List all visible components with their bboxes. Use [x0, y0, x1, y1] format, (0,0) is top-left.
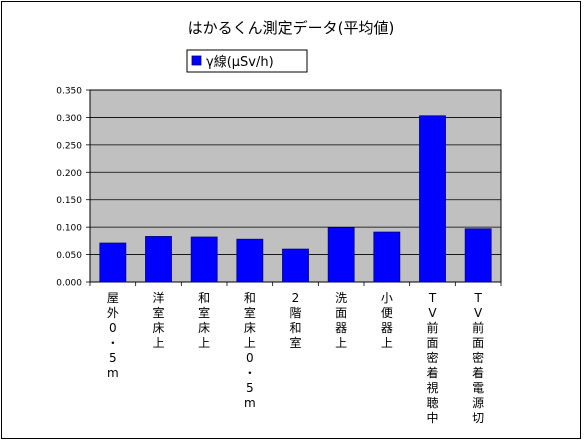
- chart-title: はかるくん測定データ(平均値): [188, 19, 395, 37]
- y-tick-label: 0.300: [56, 114, 82, 124]
- x-axis: 屋外 0 ・ 5 m 洋室床上 和室床上 和室床上 0 ・ 5 m 2 階和室 洗面器上 小便器上 T V 前面密着…: [89, 282, 502, 425]
- bar: [373, 231, 401, 283]
- x-tick-label: 洗面器上: [335, 291, 347, 350]
- y-tick-label: 0.250: [56, 141, 82, 151]
- x-tick-label: 和室床上: [198, 291, 210, 350]
- x-tick-label: 小便器上: [381, 291, 393, 350]
- legend-swatch: [191, 55, 202, 66]
- legend: γ線(μSv/h): [186, 49, 308, 73]
- bar: [327, 227, 355, 283]
- legend-box: [186, 49, 308, 73]
- bar: [236, 238, 264, 283]
- y-tick-label: 0.050: [56, 251, 82, 261]
- y-tick-label: 0.150: [56, 196, 82, 206]
- bar: [99, 242, 127, 283]
- bar: [282, 248, 309, 283]
- bar: [190, 236, 218, 283]
- y-tick-label: 0.200: [56, 169, 82, 179]
- legend-label: γ線(μSv/h): [206, 54, 274, 70]
- x-tick-label: T V 前面密着電源切: [472, 291, 484, 425]
- y-axis: 0.000 0.050 0.100 0.150 0.200 0.250 0.300 0.350: [56, 87, 90, 289]
- x-tick-label: 洋室床上: [152, 290, 164, 350]
- y-tick-label: 0.000: [56, 279, 82, 289]
- x-tick-label: 屋外 0 ・ 5 m: [107, 291, 119, 380]
- x-tick-label: 和室床上 0 ・ 5 m: [244, 291, 256, 410]
- bars: [99, 115, 492, 283]
- bar: [464, 228, 492, 283]
- y-tick-label: 0.100: [56, 224, 82, 234]
- x-tick-label: 2 階和室: [289, 291, 301, 350]
- x-tick-label: T V 前面密着視聴中: [426, 291, 438, 425]
- y-tick-label: 0.350: [56, 87, 82, 97]
- bar: [145, 236, 172, 283]
- bar: [419, 115, 446, 283]
